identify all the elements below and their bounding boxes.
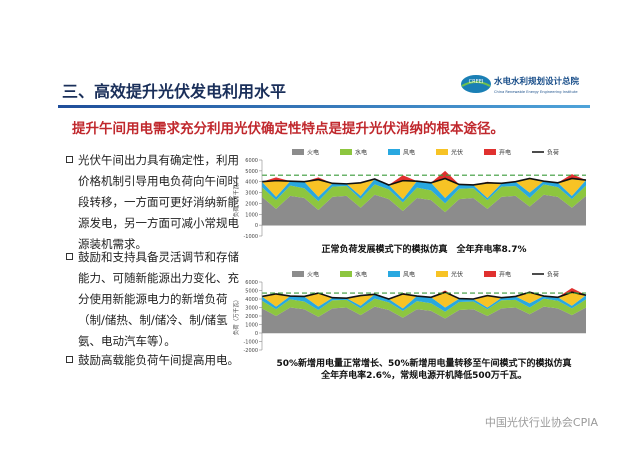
legend-swatch	[436, 271, 448, 277]
stacked-area	[262, 306, 586, 333]
logo-name: 水电水利规划设计总院	[493, 76, 580, 87]
legend-swatch	[340, 271, 352, 277]
stacked-area	[262, 298, 586, 319]
legend-label: 火电	[307, 149, 319, 157]
y-tick-label: 3000	[245, 191, 258, 197]
y-axis-label: 负荷（万千瓦）	[232, 297, 240, 336]
y-tick-label: 0	[255, 223, 258, 229]
legend-swatch	[388, 271, 400, 277]
load-line	[261, 291, 587, 300]
legend-label: 负荷	[547, 149, 559, 157]
legend-label: 水电	[355, 271, 367, 279]
bullet: 光伏午间出力具有确定性，利用价格机制引导用电负荷向午间时段转移，一方面可更好消纳…	[66, 150, 246, 255]
y-tick-label: 6000	[245, 158, 258, 164]
legend-label: 风电	[403, 271, 415, 279]
stacked-area	[262, 179, 586, 204]
logo-badge: CREEI	[469, 79, 484, 85]
y-tick-label: 6000	[245, 280, 258, 286]
y-tick-label: 1000	[245, 212, 258, 218]
watermark: 中国光伏行业协会CPIA	[485, 415, 599, 429]
stacked-area	[262, 184, 586, 213]
load-line	[261, 177, 587, 186]
y-tick-label: 2000	[245, 201, 258, 207]
logo-swoosh	[461, 81, 491, 87]
legend-swatch	[292, 149, 304, 155]
subtitle: 提升午间用电需求充分利用光伏确定性特点是提升光伏消纳的根本途径。	[72, 120, 504, 137]
chart-caption: 全年弃电率2.6%，常规电源开机降低500万千瓦。	[320, 369, 527, 381]
legend-label: 水电	[355, 149, 367, 157]
slide-title: 三、高效提升光伏发电利用水平	[62, 82, 286, 101]
y-tick-label: 4000	[245, 180, 258, 186]
y-tick-label: 0	[255, 331, 258, 337]
y-tick-label: 2000	[245, 314, 258, 320]
y-tick-label: 3000	[245, 306, 258, 312]
legend-swatch	[484, 149, 496, 155]
logo-mark	[461, 75, 491, 93]
legend-label: 光伏	[451, 271, 463, 279]
y-tick-label: 4000	[245, 297, 258, 303]
stacked-area	[262, 194, 586, 226]
legend-swatch	[388, 149, 400, 155]
y-tick-label: 1000	[245, 323, 258, 329]
title-band	[58, 105, 590, 108]
legend-swatch	[436, 149, 448, 155]
y-tick-label: -2000	[243, 348, 258, 354]
legend-label: 风电	[403, 149, 415, 157]
legend-swatch	[484, 271, 496, 277]
y-tick-label: 5000	[245, 169, 258, 175]
y-tick-label: 5000	[245, 289, 258, 295]
legend-label: 光伏	[451, 149, 463, 157]
legend-swatch	[340, 149, 352, 155]
y-axis-label: 负荷（万千瓦）	[232, 179, 240, 218]
logo-english: China Renewable Energy Engineering Insti…	[494, 90, 578, 94]
legend-label: 弃电	[499, 149, 511, 157]
stacked-area	[262, 292, 586, 309]
legend-label: 弃电	[499, 271, 511, 279]
bullet: 鼓励和支持具备灵活调节和存储能力、可随新能源出力变化、充分使用新能源电力的新增负…	[66, 247, 246, 352]
legend-label: 负荷	[547, 271, 559, 279]
chart-caption: 正常负荷发展模式下的模拟仿真 全年弃电率8.7%	[322, 243, 527, 255]
y-tick-label: -1000	[243, 234, 258, 240]
y-tick-label: -1000	[243, 340, 258, 346]
legend-swatch	[292, 271, 304, 277]
bullet: 鼓励高载能负荷午间提高用电。	[66, 350, 246, 371]
legend-label: 火电	[307, 271, 319, 279]
chart-caption: 50%新增用电量正常增长、50%新增用电量转移至午间模式下的模拟仿真	[276, 357, 571, 369]
stacked-area	[262, 178, 586, 200]
